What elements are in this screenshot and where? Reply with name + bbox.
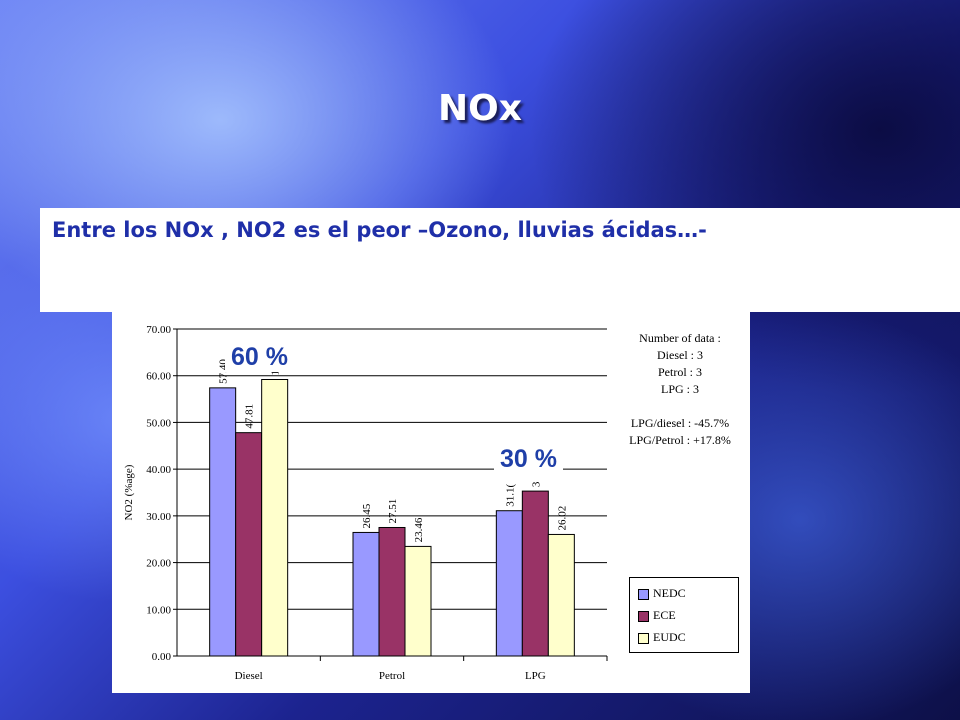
legend-swatch [638, 610, 649, 622]
chart-legend: NEDC ECE EUDC [629, 577, 739, 653]
data-label: 27.51 [387, 499, 399, 524]
x-tick-label: LPG [525, 670, 546, 682]
callout-lpg: 30 % [494, 444, 563, 474]
legend-label: ECE [653, 608, 676, 622]
legend-item-eudc: EUDC [638, 630, 686, 644]
x-tick-label: Petrol [379, 670, 405, 682]
bar-ece-lpg [521, 490, 549, 657]
info-line: LPG/diesel : -45.7% [630, 416, 730, 430]
x-tick-label: Diesel [235, 670, 263, 682]
bar-ece-diesel [235, 432, 263, 657]
legend-item-nedc: NEDC [638, 586, 686, 600]
data-label: 26.45 [361, 503, 373, 528]
y-tick-label: 0.00 [152, 651, 172, 663]
data-label: 23.46 [413, 517, 425, 542]
info-line [618, 398, 742, 415]
chart-panel: 0.00 10.00 20.00 30.00 40.00 50.00 60.00 70.00 N… [112, 312, 750, 693]
legend-label: NEDC [653, 586, 686, 600]
info-line: Diesel : 3 [657, 348, 703, 362]
bar-ece-petrol [378, 526, 406, 657]
bar-chart: 0.00 10.00 20.00 30.00 40.00 50.00 60.00 70.00 N… [123, 324, 608, 682]
bar-eudc-petrol [404, 545, 432, 657]
data-label: 3 [530, 481, 542, 487]
legend-swatch [638, 632, 649, 644]
info-box: Number of data : Diesel : 3 Petrol : 3 LPG … [618, 330, 742, 449]
bar-eudc-lpg [547, 533, 575, 657]
y-tick-label: 30.00 [146, 511, 171, 523]
data-label: 47.81 [244, 404, 256, 429]
legend-item-ece: ECE [638, 608, 676, 622]
y-tick-label: 50.00 [146, 417, 171, 429]
info-line: Number of data : [639, 331, 721, 345]
y-tick-label: 20.00 [146, 558, 171, 570]
legend-swatch [638, 588, 649, 600]
data-label: 26.02 [556, 506, 568, 531]
legend-label: EUDC [653, 630, 686, 644]
info-line: LPG/Petrol : +17.8% [629, 433, 731, 447]
info-line: Petrol : 3 [658, 365, 702, 379]
callout-diesel: 60 % [225, 342, 294, 372]
bar-eudc-diesel [261, 378, 289, 657]
y-tick-label: 70.00 [146, 324, 171, 336]
info-line: LPG : 3 [660, 382, 699, 396]
subtitle: Entre los NOx , NO2 es el peor –Ozono, l… [52, 218, 707, 242]
subtitle-box: Entre los NOx , NO2 es el peor –Ozono, l… [40, 208, 960, 312]
bar-nedc-diesel [209, 387, 237, 657]
y-tick-label: 60.00 [146, 371, 171, 383]
y-tick-label: 40.00 [146, 464, 171, 476]
bar-nedc-lpg [495, 510, 523, 657]
y-tick-label: 10.00 [146, 604, 171, 616]
y-axis-label: NO2 (%age) [123, 464, 135, 520]
slide-title: NOx [438, 88, 522, 129]
data-label: 31.1( [504, 483, 516, 506]
bar-nedc-petrol [352, 531, 380, 657]
